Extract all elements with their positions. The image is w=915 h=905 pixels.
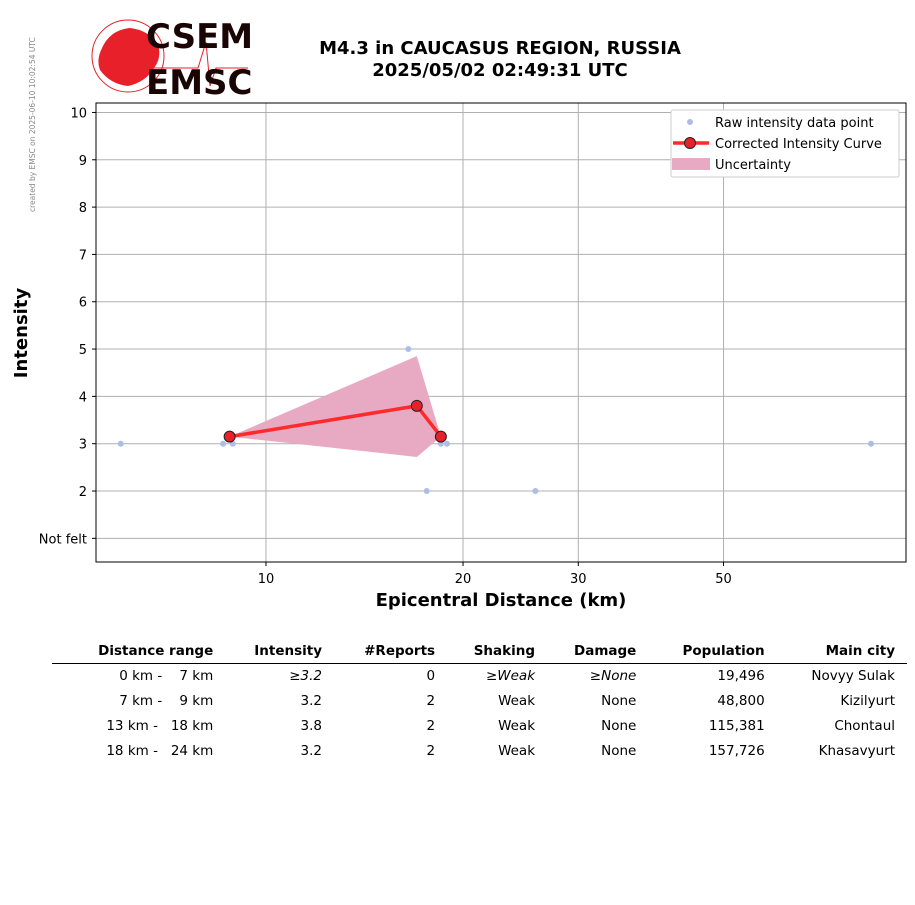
table-cell: 157,726 (708, 743, 765, 759)
uncertainty-band (229, 356, 441, 457)
grid (96, 103, 906, 562)
table-cell: ≥3.2 (289, 668, 323, 684)
x-tick-label: 10 (258, 572, 275, 587)
legend-raw-label: Raw intensity data point (715, 116, 874, 131)
table-cell: 18 km - 24 km (106, 743, 214, 759)
raw-data-point (405, 346, 412, 353)
raw-data-point (117, 440, 124, 447)
x-tick-label: 50 (715, 572, 732, 587)
y-tick-label: 6 (79, 296, 87, 311)
legend-curve-label: Corrected Intensity Curve (715, 137, 882, 152)
csem-emsc-logo: CSEM EMSC (91, 18, 253, 98)
table-cell: ≥None (589, 668, 637, 684)
svg-text:created by EMSC on 2025-06-10: created by EMSC on 2025-06-10 10:02:54 U… (28, 37, 37, 212)
legend-curve-marker (684, 137, 696, 149)
table-header-cell: Damage (547, 640, 649, 664)
table-cell: ≥Weak (485, 668, 536, 684)
table-header-cell: Intensity (225, 640, 335, 664)
table-row: 18 km - 24 km 3.2 2 Weak None 157,726 Khasavyu… (52, 739, 907, 764)
curve-point (434, 430, 447, 443)
table-cell: 0 (426, 668, 436, 684)
table-cell: 48,800 (717, 693, 765, 709)
y-tick-label: 7 (79, 248, 87, 263)
raw-data-point (532, 488, 539, 495)
table-cell: 3.2 (300, 693, 323, 709)
title-line2: 2025/05/02 02:49:31 UTC (372, 60, 628, 81)
x-tick-label: 20 (455, 572, 472, 587)
table-cell: 2 (426, 693, 436, 709)
y-tick-label: 5 (79, 343, 87, 358)
credit-text: created by EMSC on 2025-06-10 10:02:54 U… (28, 37, 37, 212)
table-cell: Weak (498, 693, 536, 709)
raw-data-point (220, 440, 227, 447)
legend-uncertainty-label: Uncertainty (715, 158, 791, 173)
globe-icon (91, 19, 165, 93)
curve-point (223, 430, 236, 443)
corrected-curve (223, 399, 447, 443)
table-row: 7 km - 9 km 3.2 2 Weak None 48,800 Kizilyurt (52, 689, 907, 714)
legend-uncertainty-swatch (672, 158, 710, 170)
table-header-cell: #Reports (334, 640, 448, 664)
legend: Raw intensity data point Corrected Inten… (670, 109, 900, 178)
y-tick-label: 3 (79, 438, 87, 453)
x-tick-label: 30 (570, 572, 587, 587)
curve-point (410, 399, 423, 412)
y-tick-label: 10 (70, 106, 87, 121)
table-cell: 2 (426, 743, 436, 759)
table-cell: Weak (498, 743, 536, 759)
table-row: 0 km - 7 km ≥3.2 0 ≥Weak ≥None 19,496 Novyy Su… (52, 664, 907, 690)
logo-line1: CSEM (146, 18, 253, 57)
raw-data-point (423, 488, 430, 495)
table-cell: 13 km - 18 km (106, 718, 214, 734)
y-tick-label: 9 (79, 154, 87, 169)
y-tick-label: Not felt (39, 532, 87, 547)
table-cell: Chontaul (834, 718, 895, 734)
title-line1: M4.3 in CAUCASUS REGION, RUSSIA (319, 38, 681, 59)
plot-frame (95, 102, 907, 563)
table-cell: Kizilyurt (840, 693, 895, 709)
table-cell: 7 km - 9 km (114, 693, 214, 709)
y-tick-label: 2 (79, 485, 87, 500)
y-tick-label: 4 (79, 390, 87, 405)
chart-title: M4.3 in CAUCASUS REGION, RUSSIA 2025/05/… (270, 38, 730, 82)
table-cell: 3.8 (300, 718, 323, 734)
map-shape-icon (98, 28, 160, 86)
intensity-table: Distance range Intensity #Reports Shaking Da… (52, 640, 907, 764)
table-header-cell: Shaking (447, 640, 548, 664)
legend-raw-marker (687, 119, 693, 125)
table-cell: 19,496 (717, 668, 765, 684)
raw-points (117, 346, 875, 495)
y-ticks: Not felt 2 3 4 5 6 7 8 9 10 (39, 106, 96, 547)
table-cell: Novyy Sulak (811, 668, 895, 684)
table-header-cell: Main city (776, 640, 907, 664)
table-cell: 0 km - 7 km (114, 668, 214, 684)
y-axis-label: Intensity (11, 288, 32, 379)
table-cell: Weak (498, 718, 536, 734)
raw-data-point (868, 440, 875, 447)
table-cell: Khasavyurt (818, 743, 895, 759)
intensity-chart: Not felt 2 3 4 5 6 7 8 9 10 10 20 30 50 Epicentral D… (11, 102, 907, 611)
x-axis-label: Epicentral Distance (km) (376, 590, 627, 611)
table-cell: 115,381 (708, 718, 765, 734)
table-cell: None (601, 743, 637, 759)
y-tick-label: 8 (79, 201, 87, 216)
table-cell: None (601, 693, 637, 709)
raw-data-point (443, 440, 450, 447)
table-cell: 2 (426, 718, 436, 734)
table-header-cell: Distance range (52, 640, 226, 664)
table-header-cell: Population (648, 640, 777, 664)
logo-line2: EMSC (146, 63, 253, 98)
table-cell: 3.2 (300, 743, 323, 759)
x-ticks: 10 20 30 50 (258, 562, 732, 587)
table-row: 13 km - 18 km 3.8 2 Weak None 115,381 Chontaul (52, 714, 907, 739)
uncertainty-area (229, 356, 441, 457)
table-cell: None (601, 718, 637, 734)
table-header: Distance range Intensity #Reports Shaking Da… (52, 640, 907, 664)
